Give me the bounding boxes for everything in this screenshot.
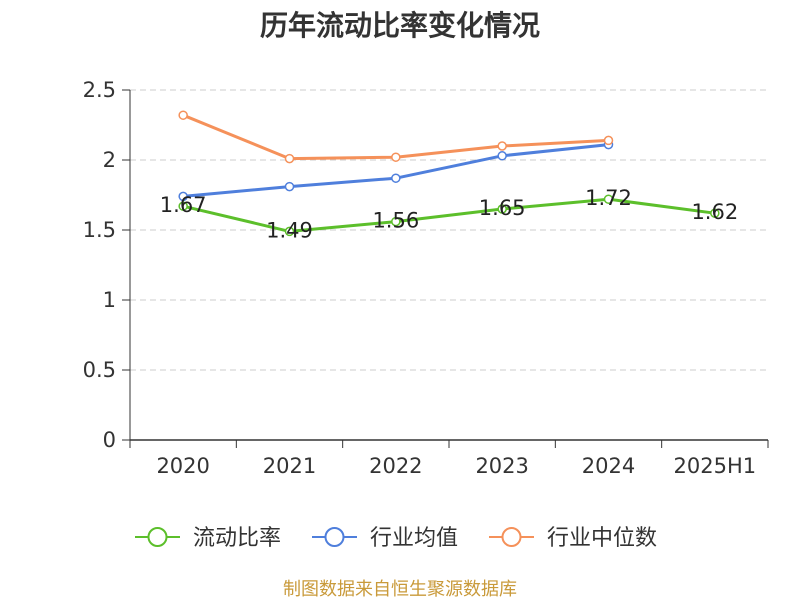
grid-lines [130, 89, 768, 371]
data-point-current-ratio[interactable] [497, 204, 507, 214]
chart-title: 历年流动比率变化情况 [260, 9, 540, 42]
data-point-industry-average[interactable] [391, 173, 401, 183]
legend-circle-icon [324, 527, 345, 547]
legend-circle-icon [501, 527, 522, 547]
legend-item-industry-median[interactable]: 行业中位数 [489, 526, 657, 551]
series-line-industry-average [183, 143, 609, 198]
legend-circle-icon [147, 527, 168, 547]
data-point-industry-average[interactable] [497, 151, 507, 161]
legend-item-industry-average[interactable]: 行业均值 [312, 526, 458, 551]
y-tick-label: 1.5 [83, 218, 116, 242]
x-tick-label: 2023 [475, 454, 528, 478]
y-tick-label: 1 [103, 288, 116, 312]
axes: 0 0.5 1 1.5 2 2.5 2020 2021 2022 2023 2024 2025H1 [83, 78, 769, 478]
data-labels: 1.67 1.49 1.56 1.65 1.72 1.62 [160, 186, 738, 242]
data-point-current-ratio[interactable] [391, 216, 401, 227]
data-label-current-ratio: 1.67 [160, 193, 207, 217]
source-footnote: 制图数据来自恒生聚源数据库 [283, 579, 517, 600]
data-point-industry-average[interactable] [284, 181, 295, 192]
data-point-current-ratio[interactable] [603, 194, 614, 204]
data-point-industry-median[interactable] [391, 152, 401, 162]
y-tick-label: 2 [103, 148, 116, 172]
data-point-industry-median[interactable] [497, 141, 507, 151]
series-lines [178, 110, 720, 237]
data-point-industry-median[interactable] [178, 110, 188, 120]
data-label-current-ratio: 1.65 [479, 196, 526, 220]
data-point-current-ratio[interactable] [178, 201, 188, 211]
data-label-current-ratio: 1.56 [372, 209, 419, 233]
y-tick-label: 2.5 [83, 78, 116, 102]
x-tick-label: 2022 [369, 454, 422, 478]
y-tick-label: 0 [103, 428, 116, 452]
y-tick-label: 0.5 [83, 358, 116, 382]
data-point-current-ratio[interactable] [710, 208, 720, 218]
x-tick-label: 2024 [582, 454, 635, 478]
legend-label: 流动比率 [193, 526, 281, 551]
series-line-current-ratio [182, 197, 716, 233]
x-tick-label: 2021 [263, 454, 316, 478]
x-tick-label: 2025H1 [674, 454, 757, 478]
data-label-current-ratio: 1.62 [691, 200, 738, 224]
data-point-industry-median[interactable] [603, 135, 614, 146]
data-point-current-ratio[interactable] [284, 226, 295, 237]
x-tick-label: 2020 [156, 454, 209, 478]
data-label-current-ratio: 1.72 [585, 186, 632, 210]
data-point-industry-average[interactable] [178, 191, 188, 202]
data-label-current-ratio: 1.49 [266, 218, 313, 242]
legend-label: 行业均值 [370, 526, 458, 551]
legend-item-current-ratio[interactable]: 流动比率 [135, 526, 281, 551]
legend-label: 行业中位数 [547, 526, 657, 551]
data-point-industry-median[interactable] [284, 153, 295, 164]
legend: 流动比率 行业均值 行业中位数 [135, 526, 657, 551]
